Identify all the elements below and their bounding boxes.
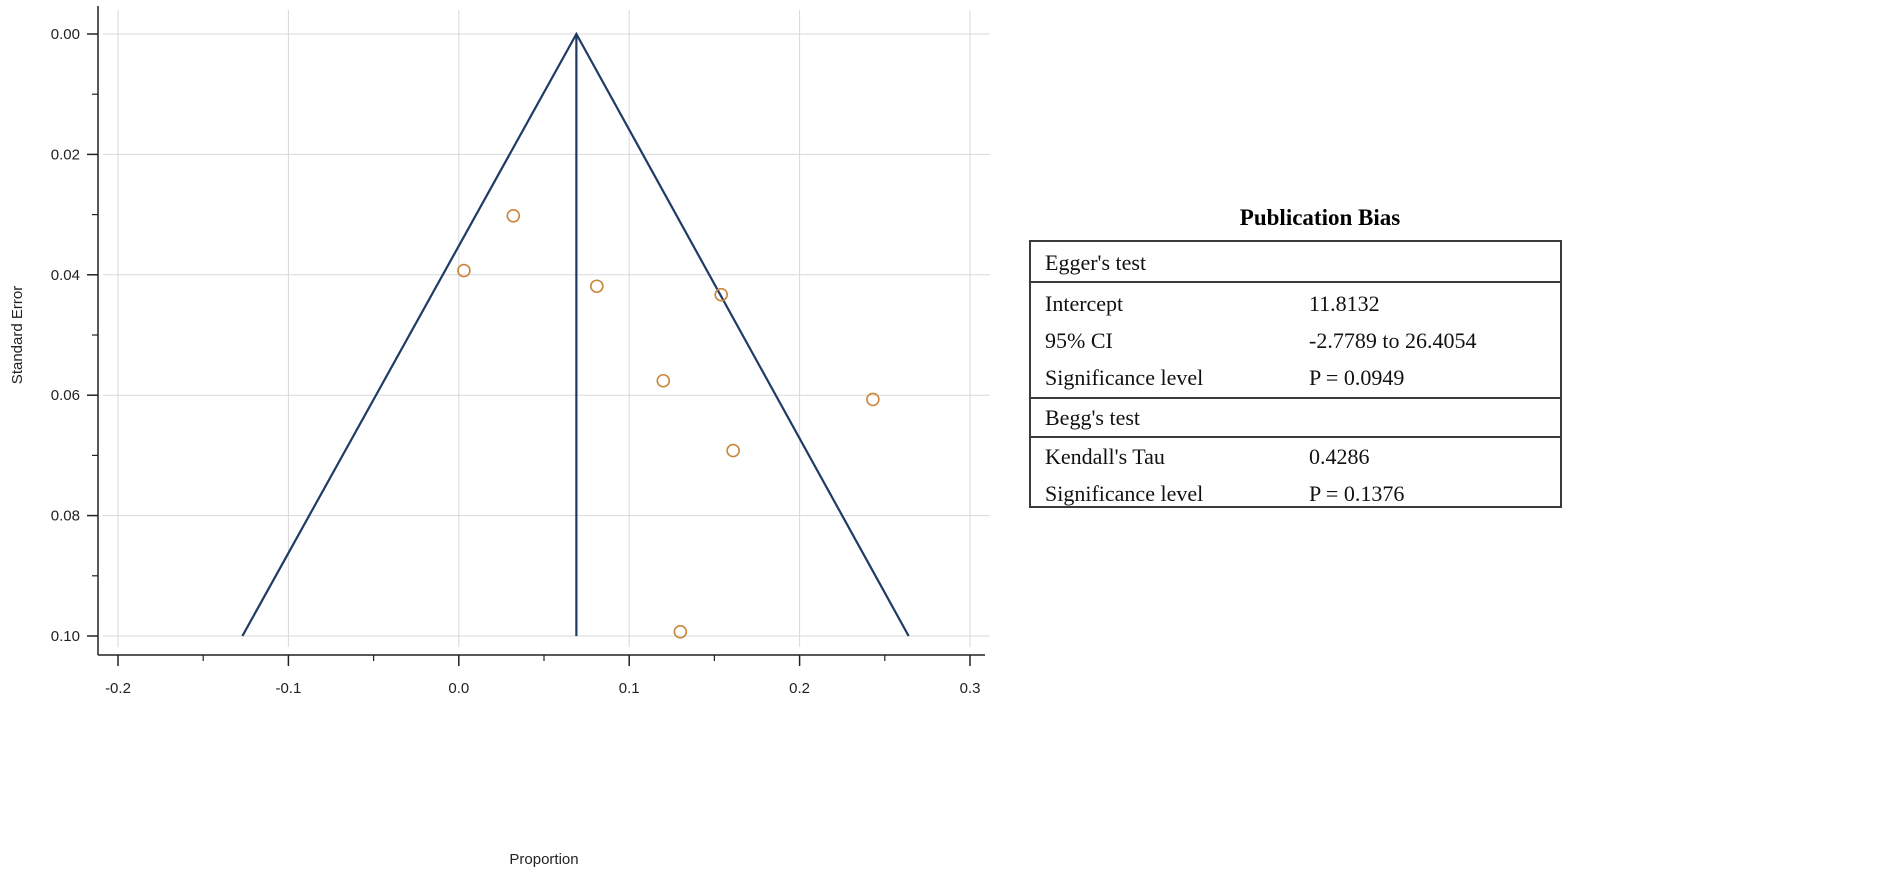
x-axis-label: Proportion (509, 851, 578, 868)
y-axis-label: Standard Error (9, 286, 26, 384)
publication-bias-table: Egger's test Intercept 11.8132 95% CI -2… (1029, 240, 1562, 508)
study-point (673, 624, 688, 639)
begg-heading: Begg's test (1045, 405, 1141, 430)
begg-significance-value: P = 0.1376 (1309, 481, 1405, 506)
intercept-label: Intercept (1045, 291, 1124, 316)
publication-bias-title: Publication Bias (1239, 205, 1401, 230)
table-divider (1031, 281, 1560, 283)
x-tick-label: -0.1 (275, 680, 301, 697)
intercept-row: Intercept 11.8132 (1031, 285, 1560, 322)
study-point (656, 373, 671, 388)
grid-lines (103, 10, 990, 647)
data-points (457, 209, 880, 639)
y-tick-label: 0.02 (51, 146, 80, 163)
egger-significance-row: Significance level P = 0.0949 (1031, 359, 1560, 396)
table-divider (1031, 436, 1560, 438)
funnel-lines (241, 31, 910, 637)
y-tick-label: 0.04 (51, 267, 80, 284)
egger-significance-value: P = 0.0949 (1309, 365, 1405, 390)
egger-heading-row: Egger's test (1031, 244, 1560, 281)
kendall-row: Kendall's Tau 0.4286 (1031, 438, 1560, 475)
x-tick-label: 0.0 (448, 680, 469, 697)
x-tick-label: -0.2 (105, 680, 131, 697)
y-tick-label: 0.10 (51, 628, 80, 645)
begg-significance-row: Significance level P = 0.1376 (1031, 475, 1560, 512)
y-tick-label: 0.00 (51, 26, 80, 43)
y-tick-label: 0.08 (51, 508, 80, 525)
x-tick-label: 0.2 (789, 680, 810, 697)
study-point (866, 392, 880, 407)
kendall-value: 0.4286 (1309, 444, 1370, 469)
axes (87, 6, 985, 666)
study-point (714, 287, 729, 302)
ci-row: 95% CI -2.7789 to 26.4054 (1031, 322, 1560, 359)
x-tick-label: 0.1 (619, 680, 640, 697)
study-point (506, 209, 521, 223)
study-point (726, 443, 740, 458)
tick-labels: -0.2 -0.1 0.0 0.1 0.2 0.3 0.00 0.02 0.04 0.06 0.08… (51, 26, 981, 697)
intercept-value: 11.8132 (1309, 291, 1380, 316)
study-point (590, 279, 604, 294)
begg-significance-label: Significance level (1045, 481, 1204, 506)
ci-label: 95% CI (1045, 328, 1113, 353)
study-point (457, 263, 471, 278)
table-divider (1031, 397, 1560, 399)
y-tick-label: 0.06 (51, 387, 80, 404)
egger-heading: Egger's test (1045, 250, 1147, 275)
kendall-label: Kendall's Tau (1045, 444, 1165, 469)
funnel-plot: -0.2 -0.1 0.0 0.1 0.2 0.3 0.00 0.02 0.04 0.06 0.08… (9, 6, 990, 868)
x-tick-label: 0.3 (960, 680, 981, 697)
begg-heading-row: Begg's test (1031, 399, 1560, 436)
ci-value: -2.7789 to 26.4054 (1309, 328, 1477, 353)
egger-significance-label: Significance level (1045, 365, 1204, 390)
